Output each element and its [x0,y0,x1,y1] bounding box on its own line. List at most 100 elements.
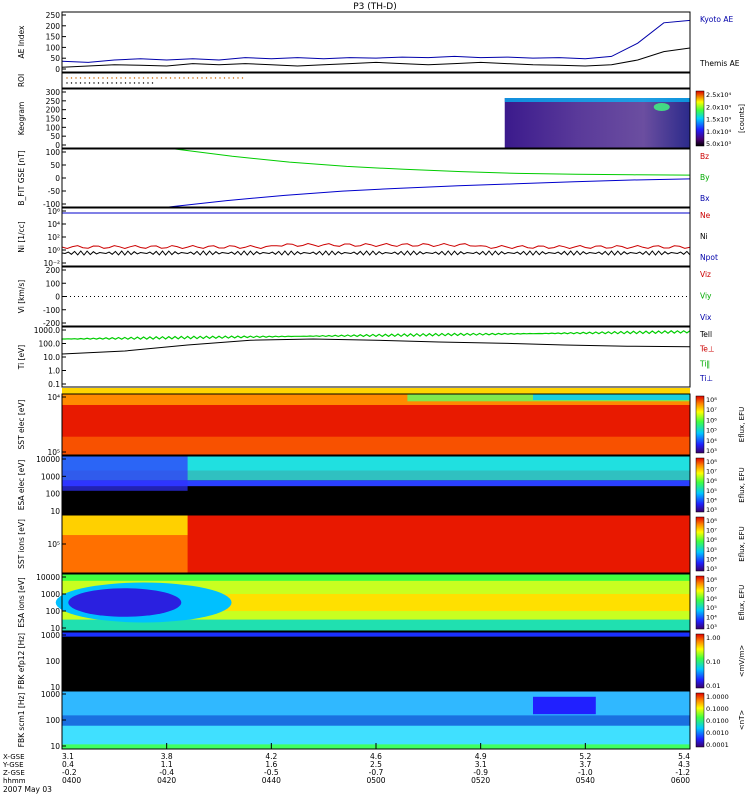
y-tick-label-ti: 1000.0 [34,326,60,335]
legend-vi-1: Viy [700,292,712,301]
colorbar-tick-esa_e: 10⁵ [706,487,717,495]
ephem-y-gse: 1.1 [161,760,173,769]
roi-dot [147,82,149,84]
y-tick-label-esa_e: 1000 [41,472,60,481]
sst-ions-early-orange [62,535,188,573]
roi-dot [115,82,118,84]
colorbar-tick-keogram: 1.0x10⁴ [706,128,731,136]
panel-frame-esa_e [61,455,691,515]
ephem-z-gse: -0.9 [473,768,488,777]
y-tick-label-ae: 250 [46,11,61,20]
ephem-x-gse: 5.2 [579,752,591,761]
roi-dot [142,77,145,79]
roi-dot [138,82,140,84]
panel-frame-vi [61,266,691,327]
y-tick-label-ni: 10² [47,233,60,242]
colorbar-tick-esa_e: 10⁶ [706,477,717,485]
sst-elec-cyan-band [533,394,690,401]
legend-ti-2: Ti‖ [699,359,710,368]
y-tick-label-bfit: -50 [48,187,60,196]
y-tick-label-ti: 100.0 [39,340,61,349]
colorbar-tick-esa_i: 10⁴ [706,614,717,622]
fbk-scm-low-band [62,725,690,747]
ti-ti-trace [61,338,691,355]
colorbar-tick-sst_i: 10⁷ [706,527,717,535]
ephem-x-gse: 4.6 [370,752,382,761]
roi-dot [147,77,149,79]
sst-elec-top-band [62,394,690,405]
roi-dot [111,77,113,79]
roi-dot [93,82,95,84]
ephem-y-gse: 3.1 [475,760,487,769]
ephem-row-label: Z-GSE [3,769,25,777]
ti-tell-trace [61,330,691,341]
colorbar-tick-esa_e: 10⁸ [706,458,717,466]
roi-dot [187,77,190,79]
colorbar-tick-esa_i: 10⁸ [706,576,717,584]
y-tick-label-bfit: 0 [55,174,60,183]
colorbar-fbk_e [695,633,705,689]
panel-label-fbk_e: FBK efp12 [Hz] [17,633,26,689]
legend-ae-1: Themis AE [699,59,740,68]
y-tick-label-bfit: 100 [46,148,61,157]
roi-dot [66,82,68,84]
colorbar-tick-keogram: 2.5x10⁴ [706,91,731,99]
colorbar-tick-keogram: 5.0x10³ [706,140,731,148]
legend-ti-0: Tell [699,330,712,339]
ephem-x-gse: 3.8 [161,752,173,761]
legend-vi-2: Vix [700,313,712,322]
y-tick-label-ti: 0.1 [48,380,60,389]
bfit-line-bx [168,178,691,208]
roi-dot [183,77,185,79]
colorbar-label-esa_i: Eflux, EFU [738,585,746,620]
y-tick-label-vi: -100 [43,306,60,315]
y-tick-label-sst_i: 10⁵ [47,540,60,549]
colorbar-tick-keogram: 2.0x10⁴ [706,103,731,111]
colorbar-sst_e [695,395,705,454]
ephem-z-gse: -0.7 [369,768,384,777]
roi-dot [156,77,158,79]
y-tick-label-ae: 150 [46,33,61,42]
y-tick-label-esa_i: 1000 [41,590,60,599]
colorbar-tick-esa_i: 10³ [706,623,717,631]
roi-dot [70,77,73,79]
roi-dot [102,77,104,79]
legend-ti-1: Te⊥ [699,345,714,354]
time-tick-label: 0500 [366,776,385,785]
roi-dot [133,82,136,84]
roi-dot [88,82,91,84]
colorbar-tick-sst_e: 10⁴ [706,437,717,445]
roi-dot [219,77,221,79]
roi-dot [237,77,239,79]
colorbar-tick-sst_i: 10⁶ [706,536,717,544]
ephem-x-gse: 4.2 [265,752,277,761]
esa-elec-mid-band [62,470,690,481]
roi-dot [115,77,118,79]
ephem-y-gse: 3.7 [579,760,591,769]
colorbar-fbk_b [695,692,705,748]
ephem-y-gse: 2.5 [370,760,382,769]
roi-dot [241,77,244,79]
colorbar-tick-esa_i: 10⁵ [706,604,717,612]
y-tick-label-keogram: 250 [46,97,61,106]
y-tick-label-fbk_b: 10 [50,742,60,751]
roi-dot [214,77,217,79]
roi-dot [133,77,136,79]
colorbar-tick-fbk_e: 0.01 [706,682,720,690]
panel-frame-bfit [61,148,691,208]
roi-dot [75,77,77,79]
bfit-line-by [174,148,691,176]
roi-dot [124,77,127,79]
panel-label-ni: Ni [1/cc] [17,221,26,253]
ephem-z-gse: -1.2 [675,768,690,777]
y-tick-label-keogram: 300 [46,88,61,97]
fbk-efp-spectrogram [62,632,690,690]
y-tick-label-fbk_b: 1000 [41,690,60,699]
time-tick-label: 0400 [62,776,81,785]
colorbar-tick-esa_e: 10⁴ [706,496,717,504]
roi-dot [223,77,226,79]
colorbar-tick-fbk_e: 0.10 [706,658,720,666]
esa-elec-early-noise [62,456,188,491]
colorbar-tick-sst_e: 10⁶ [706,416,717,424]
